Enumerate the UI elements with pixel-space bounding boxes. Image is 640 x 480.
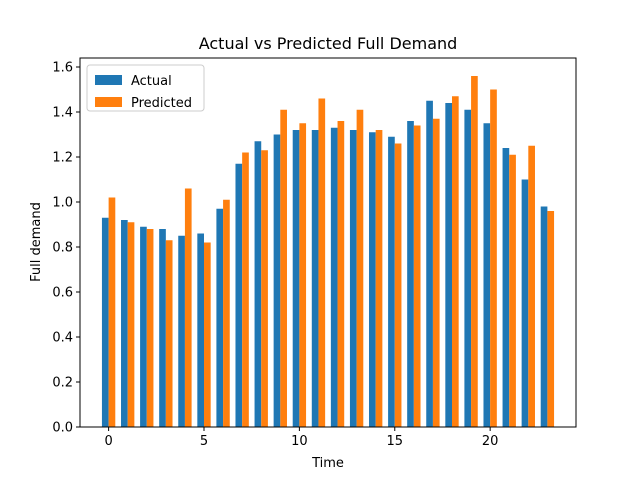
bar-predicted-15 xyxy=(394,143,402,427)
bar-actual-11 xyxy=(311,130,319,427)
bar-predicted-22 xyxy=(528,145,535,427)
bar-actual-20 xyxy=(483,123,491,427)
bar-actual-14 xyxy=(369,132,376,427)
bar-actual-21 xyxy=(502,148,510,427)
bar-actual-17 xyxy=(426,100,433,427)
bar-predicted-18 xyxy=(452,96,459,427)
bar-predicted-5 xyxy=(204,242,211,427)
bar-actual-8 xyxy=(254,141,262,427)
bar-predicted-8 xyxy=(261,150,268,427)
bar-predicted-14 xyxy=(375,130,383,427)
y-axis: 0.0 0.2 0.4 0.6 0.8 1.0 1.2 1.4 1.6 xyxy=(52,61,80,436)
legend: Actual Predicted xyxy=(86,64,205,112)
x-axis: 0 5 10 15 20 xyxy=(104,427,498,449)
x-tick-label: 10 xyxy=(291,434,308,449)
chart-title: Actual vs Predicted Full Demand xyxy=(199,34,458,53)
legend-label-actual: Actual xyxy=(131,74,172,89)
bar-actual-9 xyxy=(273,134,281,427)
bar-actual-12 xyxy=(330,127,338,427)
bar-actual-10 xyxy=(292,130,300,427)
bar-predicted-19 xyxy=(471,76,478,427)
y-tick-label: 0.6 xyxy=(52,286,73,301)
x-axis-label: Time xyxy=(311,456,344,471)
bar-predicted-17 xyxy=(432,118,440,427)
bar-actual-16 xyxy=(407,121,414,427)
bar-actual-4 xyxy=(178,235,185,427)
y-tick-label: 1.6 xyxy=(52,61,73,76)
bar-predicted-1 xyxy=(127,222,135,427)
legend-swatch-predicted xyxy=(95,97,122,107)
y-tick-label: 0.2 xyxy=(52,376,73,391)
bar-actual-5 xyxy=(197,233,204,427)
x-tick-label: 5 xyxy=(200,434,208,449)
y-tick-label: 1.2 xyxy=(52,151,73,166)
bar-predicted-3 xyxy=(165,240,173,427)
bar-actual-23 xyxy=(540,206,548,427)
bars-group xyxy=(101,76,555,427)
bar-predicted-23 xyxy=(547,211,555,427)
bar-predicted-16 xyxy=(413,125,421,427)
bar-actual-0 xyxy=(101,217,109,427)
x-tick-label: 15 xyxy=(386,434,403,449)
bar-predicted-13 xyxy=(356,109,364,427)
bar-predicted-12 xyxy=(337,121,345,427)
bar-predicted-20 xyxy=(490,89,497,427)
plot-frame xyxy=(79,57,577,428)
bar-actual-6 xyxy=(216,208,224,427)
bar-predicted-10 xyxy=(299,123,307,427)
y-tick-label: 1.0 xyxy=(52,196,73,211)
y-tick-label: 0.0 xyxy=(52,421,73,436)
bar-predicted-4 xyxy=(184,188,192,427)
bar-actual-18 xyxy=(445,103,452,427)
x-tick-label: 20 xyxy=(482,434,499,449)
bar-predicted-6 xyxy=(223,199,230,427)
y-tick-label: 0.4 xyxy=(52,331,73,346)
bar-predicted-9 xyxy=(280,109,287,427)
legend-label-predicted: Predicted xyxy=(131,96,192,111)
x-tick-label: 0 xyxy=(104,434,112,449)
y-tick-label: 1.4 xyxy=(52,106,73,121)
bar-actual-13 xyxy=(349,130,357,427)
bar-predicted-11 xyxy=(318,98,326,427)
legend-swatch-actual xyxy=(95,75,122,85)
bar-actual-1 xyxy=(121,220,128,427)
bar-actual-3 xyxy=(159,229,166,427)
bar-actual-7 xyxy=(235,163,243,427)
bar-predicted-0 xyxy=(108,197,116,427)
bar-actual-22 xyxy=(521,179,529,427)
y-tick-label: 0.8 xyxy=(52,241,73,256)
bar-actual-19 xyxy=(464,109,472,427)
bar-actual-2 xyxy=(140,226,147,427)
y-axis-label: Full demand xyxy=(29,202,44,282)
bar-predicted-2 xyxy=(146,229,154,427)
bar-predicted-21 xyxy=(509,154,516,427)
bar-predicted-7 xyxy=(242,152,249,427)
bar-actual-15 xyxy=(388,136,395,427)
